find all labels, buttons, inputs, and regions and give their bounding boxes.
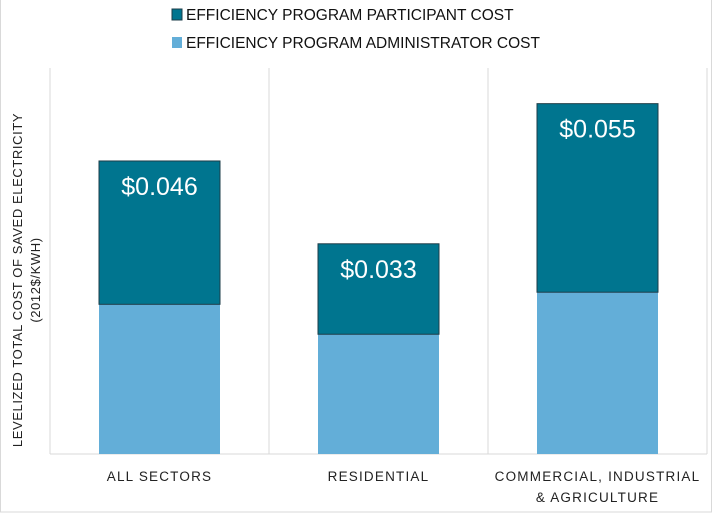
data-label: $0.033 bbox=[340, 256, 416, 284]
x-tick-label: RESIDENTIAL bbox=[328, 469, 430, 484]
x-tick-label: & AGRICULTURE bbox=[536, 490, 659, 505]
bar-participant-cost bbox=[317, 243, 440, 335]
bar-administrator-cost bbox=[99, 304, 220, 454]
legend-swatch bbox=[171, 8, 183, 21]
y-axis-title: LEVELIZED TOTAL COST OF SAVED ELECTRICIT… bbox=[10, 113, 43, 447]
legend-swatch bbox=[172, 37, 182, 48]
bar-participant-cost bbox=[98, 160, 221, 305]
y-axis-title-line-1: LEVELIZED TOTAL COST OF SAVED ELECTRICIT… bbox=[10, 113, 25, 447]
x-tick-label: ALL SECTORS bbox=[107, 469, 213, 484]
y-axis-title-line-2: (2012$/KWH) bbox=[28, 237, 43, 322]
bar-administrator-cost bbox=[318, 334, 439, 454]
legend-label: EFFICIENCY PROGRAM ADMINISTRATOR COST bbox=[186, 35, 540, 52]
bar-participant-cost bbox=[536, 103, 659, 293]
data-label: $0.046 bbox=[121, 173, 197, 201]
bar-administrator-cost bbox=[537, 292, 658, 454]
data-label: $0.055 bbox=[559, 116, 635, 144]
x-tick-label: COMMERCIAL, INDUSTRIAL bbox=[495, 469, 701, 484]
legend-label: EFFICIENCY PROGRAM PARTICIPANT COST bbox=[186, 7, 514, 24]
